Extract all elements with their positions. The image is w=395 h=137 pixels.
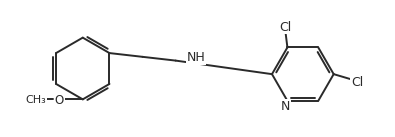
Text: NH: NH [187, 52, 206, 65]
Text: CH₃: CH₃ [25, 95, 46, 105]
Text: Cl: Cl [279, 21, 292, 34]
Text: O: O [55, 94, 64, 107]
Text: Cl: Cl [351, 76, 363, 89]
Text: N: N [281, 100, 291, 113]
